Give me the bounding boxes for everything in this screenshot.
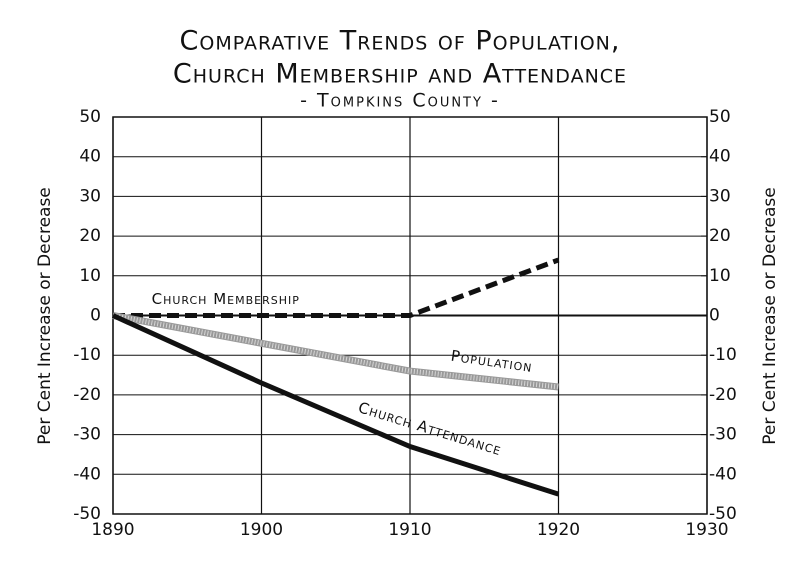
y2-tick-label: 30 [709, 186, 731, 206]
y2-tick-label: -30 [709, 425, 737, 445]
y2-tick-label: 40 [709, 147, 731, 167]
series-line [111, 313, 560, 497]
x-tick-label: 1910 [388, 520, 431, 540]
y-tick-label: -50 [73, 504, 101, 524]
y-tick-label: 40 [79, 147, 101, 167]
y-tick-label: 20 [79, 226, 101, 246]
y2-tick-label: -10 [709, 345, 737, 365]
series-hatch [112, 313, 559, 390]
y-tick-label: -40 [73, 464, 101, 484]
x-tick-label: 1900 [240, 520, 283, 540]
y-tick-label: 30 [79, 186, 101, 206]
chart-title: Church Membership and Attendance [173, 59, 627, 90]
x-tick-label: 1920 [537, 520, 580, 540]
y-tick-label: 50 [79, 107, 101, 127]
chart-title: Comparative Trends of Population, [180, 26, 621, 57]
y-axis-label: Per Cent Increase or Decrease [35, 187, 55, 445]
chart-subtitle: - Tompkins County - [300, 90, 500, 112]
series-label: Church Membership [152, 290, 300, 308]
y-tick-label: -10 [73, 345, 101, 365]
y-tick-label: 10 [79, 266, 101, 286]
y-tick-label: 0 [90, 306, 101, 326]
y2-tick-label: -20 [709, 385, 737, 405]
y2-tick-label: 0 [709, 306, 720, 326]
y-tick-label: -20 [73, 385, 101, 405]
y2-tick-label: 50 [709, 107, 731, 127]
y-tick-label: -30 [73, 425, 101, 445]
series-label: Church Attendance [356, 398, 504, 459]
y2-tick-label: -40 [709, 464, 737, 484]
series-line [113, 257, 560, 318]
y2-axis-label: Per Cent Increase or Decrease [760, 187, 780, 445]
x-tick-label: 1890 [91, 520, 134, 540]
y2-tick-label: 10 [709, 266, 731, 286]
y2-tick-label: 20 [709, 226, 731, 246]
x-tick-label: 1930 [685, 520, 728, 540]
series-label: Population [450, 347, 534, 376]
y2-tick-label: -50 [709, 504, 737, 524]
